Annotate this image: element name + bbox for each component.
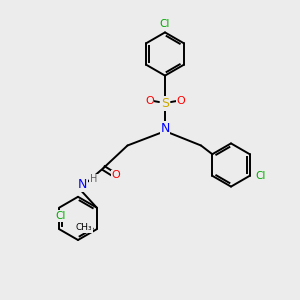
Text: O: O	[111, 170, 120, 181]
Text: CH₃: CH₃	[76, 223, 92, 232]
Text: Cl: Cl	[255, 171, 266, 181]
Text: O: O	[176, 96, 185, 106]
Text: N: N	[160, 122, 170, 135]
Text: N: N	[78, 178, 87, 191]
Text: H: H	[90, 174, 97, 184]
Text: S: S	[161, 97, 169, 110]
Text: Cl: Cl	[160, 19, 170, 29]
Text: Cl: Cl	[56, 211, 66, 221]
Text: O: O	[145, 96, 154, 106]
